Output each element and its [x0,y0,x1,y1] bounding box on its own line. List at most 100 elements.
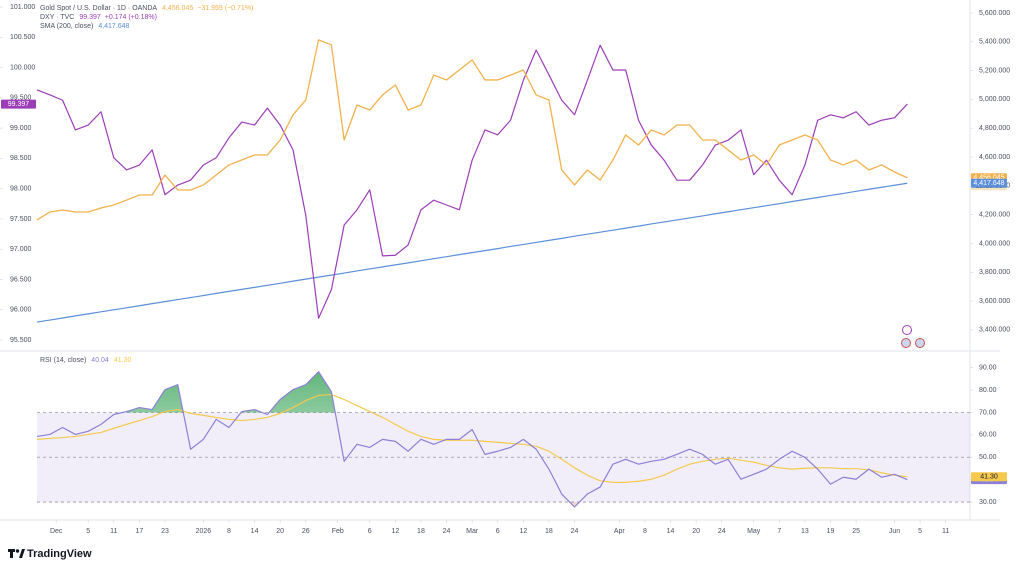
x-tick-label: 11 [110,528,117,535]
x-tick-label: 11 [942,528,949,535]
x-tick-label: 8 [643,528,647,535]
legend-row: DXY · TVC 99.397 +0.174 (+0.18%) [40,14,157,21]
x-tick-label: 23 [161,528,169,535]
brand-name: TradingView [27,548,92,560]
logo-part [19,549,25,558]
x-tick-label: Dec [50,528,63,535]
legend-change: +0.174 (+0.18%) [105,14,157,21]
y-tick-label: 70.00 [979,409,997,416]
x-tick-label: 5 [918,528,922,535]
x-tick-label: Apr [614,528,626,535]
x-tick-label: 13 [801,528,809,535]
price-badge [1,99,36,109]
legend-row: SMA (200, close) 4,417.648 [40,23,130,30]
overbought-fill [122,371,336,413]
series-line [36,371,908,508]
y-tick-label: 97.000 [10,246,32,253]
x-tick-label: 24 [571,528,579,535]
y-tick-label: 98.000 [10,185,32,192]
x-tick-label: 6 [496,528,500,535]
y2-tick-label: 4,200.000 [979,211,1010,218]
y2-tick-label: 4,600.000 [979,154,1010,161]
y-tick-label: 100.500 [10,34,35,41]
y-tick-label: 80.00 [979,387,997,394]
x-tick-label: 18 [545,528,553,535]
x-tick-label: 6 [368,528,372,535]
level-band [37,412,970,503]
x-tick-label: 14 [251,528,259,535]
price-badge-label: 4,417.648 [973,180,1004,187]
y2-tick-label: 5,600.000 [979,10,1010,17]
legend-value: 4,417.648 [98,23,129,30]
x-tick-label: Feb [332,528,344,535]
x-tick-label: 26 [302,528,310,535]
legend-value: 4,456.045 [162,5,193,12]
y2-tick-label: 3,400.000 [979,327,1010,334]
price-badge [971,472,1007,482]
legend-value: 41.30 [114,357,132,364]
y-tick-label: 96.000 [10,307,32,314]
legend-value: 99.397 [79,14,101,21]
price-badge-label: 99.397 [8,101,30,108]
series-line [36,44,908,319]
y-tick-label: 90.00 [979,365,997,372]
y-tick-label: 99.000 [10,125,32,132]
legend-row: RSI (14, close) 40.04 41.30 [40,357,131,364]
brand-logo: TradingView [8,548,92,560]
y2-tick-label: 3,800.000 [979,269,1010,276]
flag-icon[interactable] [901,338,911,348]
x-tick-label: 25 [852,528,860,535]
legend-row: Gold Spot / U.S. Dollar · 1D · OANDA 4,45… [40,5,253,12]
event-icons [901,325,925,348]
y2-tick-label: 4,000.000 [979,240,1010,247]
series-line [36,182,908,323]
x-tick-label: 12 [391,528,399,535]
price-badge-label: 4,456.045 [973,175,1004,182]
legend-change: −31.959 (−0.71%) [197,5,253,12]
y-tick-label: 101.000 [10,4,35,11]
x-tick-label: 20 [692,528,700,535]
x-tick-label: Mar [466,528,479,535]
x-tick-label: Jun [889,528,900,535]
y-tick-label: 96.500 [10,276,32,283]
y2-tick-label: 4,800.000 [979,125,1010,132]
series-line [36,393,908,483]
y-tick-label: 97.500 [10,216,32,223]
x-tick-label: 5 [86,528,90,535]
y-tick-label: 30.00 [979,499,997,506]
flag-icon[interactable] [915,338,925,348]
legend-title: RSI (14, close) [40,357,86,364]
plot-layer: 95.500 96.000 96.500 97.000 97.500 98.000 98.5… [0,4,1010,535]
x-tick-label: 8 [227,528,231,535]
x-tick-label: 2026 [196,528,212,535]
logo-part [15,549,20,553]
price-badge [971,178,1007,188]
x-tick-label: 18 [417,528,425,535]
logo-part [10,549,13,558]
legend-name: DXY · TVC [40,14,74,21]
y-tick-label: 95.500 [10,337,32,344]
y-tick-label: 100.000 [10,64,35,71]
y2-tick-label: 3,600.000 [979,298,1010,305]
x-tick-label: 24 [718,528,726,535]
legend-value: 40.04 [91,357,109,364]
event-icon[interactable] [902,325,912,335]
y-tick-label: 98.500 [10,155,32,162]
x-tick-label: 19 [827,528,835,535]
x-tick-label: May [747,528,761,535]
x-tick-label: 12 [519,528,527,535]
legend-name: SMA (200, close) [40,23,93,30]
y-tick-label: 99.500 [10,95,32,102]
y2-tick-label: 5,400.000 [979,39,1010,46]
series-line [36,39,908,221]
x-tick-label: 24 [443,528,451,535]
legend-name: Gold Spot / U.S. Dollar · 1D · OANDA [40,5,157,12]
x-tick-label: 17 [135,528,143,535]
y-tick-label: 60.00 [979,432,997,439]
y-tick-label: 50.00 [979,454,997,461]
x-tick-label: 14 [667,528,675,535]
y2-tick-label: 5,200.000 [979,67,1010,74]
price-badge-label: 41.30 [980,474,998,481]
